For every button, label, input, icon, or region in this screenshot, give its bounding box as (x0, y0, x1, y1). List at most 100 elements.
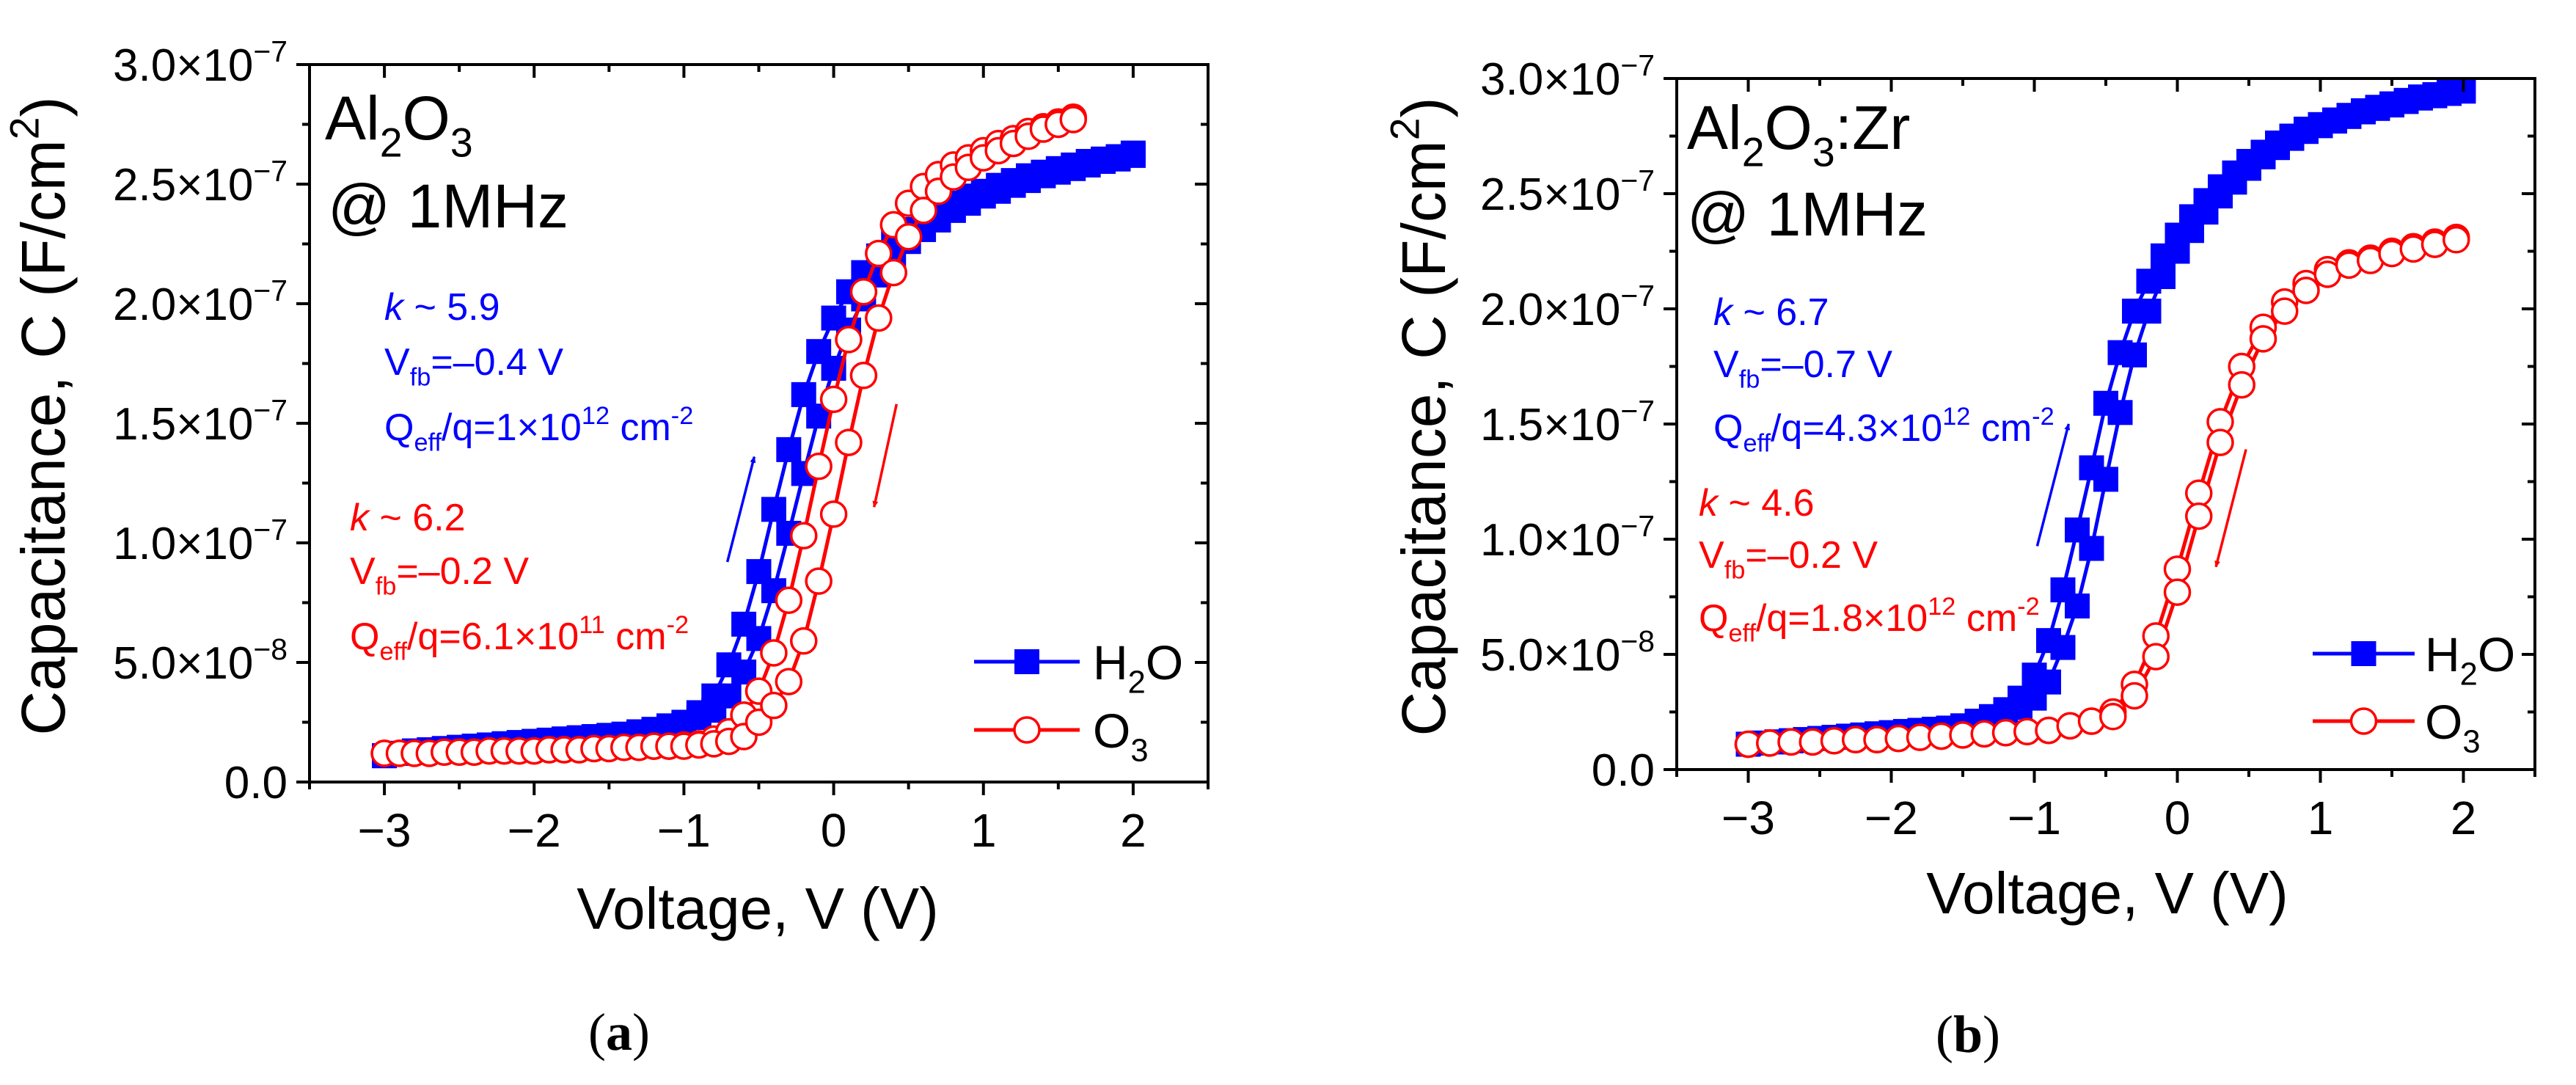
y-tick-label-part: 3.0×10 (113, 40, 253, 91)
data-point-o3 (894, 222, 923, 251)
y-tick-label-part: 5.0×10 (1480, 630, 1620, 681)
x-axis-title: Voltage, V (V) (1926, 861, 2288, 926)
annotation-text: Vfb=–0.4 V (384, 341, 563, 392)
data-point-o3 (865, 304, 893, 332)
panel-label-part: b (1953, 1005, 1983, 1064)
panel-label: (a) (588, 1003, 650, 1062)
annotation-text-part: fb (376, 573, 397, 601)
annotation-text-part: 3 (1812, 130, 1835, 175)
y-axis-title: Capacitance, C (F/cm2) (1383, 97, 1458, 736)
annotation-text-part: -2 (667, 611, 689, 639)
x-tick-label: 0 (821, 804, 847, 857)
legend-label: H2O (1093, 635, 1183, 700)
data-point-h2o (776, 436, 802, 462)
annotation-text-part: Q (1713, 407, 1743, 450)
data-point-h2o (2151, 264, 2176, 290)
sweep-up-arrow-icon (2035, 423, 2071, 547)
annotation-text-part: ~ 4.6 (1718, 482, 1815, 525)
data-point-o3 (2142, 643, 2170, 671)
y-tick-label-part: −7 (253, 154, 288, 188)
annotation-text-part: V (350, 550, 376, 593)
sweep-up-arrow-icon (725, 456, 756, 563)
y-tick-label-part: 2.0×10 (113, 280, 253, 330)
legend-label-part: O (2478, 627, 2515, 682)
series-o3 (1734, 223, 2470, 759)
y-tick-label-part: 5.0×10 (113, 638, 253, 689)
x-tick-label: 1 (2308, 792, 2334, 844)
annotation-text: Vfb=–0.7 V (1713, 343, 1892, 394)
panel-label-part: ) (1983, 1005, 2000, 1064)
annotation-text-part: k (350, 497, 371, 539)
data-point-o3 (2185, 502, 2213, 530)
y-tick-label-part: −7 (253, 393, 288, 427)
annotation-text-part: eff (379, 638, 407, 666)
y-tick-label: 5.0×10−8 (113, 632, 288, 689)
annotation-text-part: 12 (582, 402, 610, 430)
y-tick-label: 2.5×10−7 (1480, 164, 1655, 220)
y-tick-label-part: 1.5×10 (113, 399, 253, 450)
legend-label: H2O (2425, 627, 2515, 692)
y-tick-label: 1.5×10−7 (113, 393, 288, 450)
annotation-text-part: =–0.2 V (396, 550, 529, 593)
x-tick-label: 0 (2165, 792, 2191, 844)
data-point-o3 (2228, 370, 2255, 399)
data-point-o3 (910, 197, 937, 224)
annotation-text: k ~ 6.7 (1713, 291, 1829, 334)
y-tick-label-part: −8 (1620, 624, 1655, 658)
plot-area (1734, 78, 2476, 759)
annotation-text-part: eff (414, 429, 442, 457)
x-tick-label: −2 (508, 804, 561, 857)
annotation-text-part: eff (1728, 620, 1756, 648)
y-axis-title-part: 2 (1383, 117, 1428, 140)
annotation-text-part: k (1699, 482, 1720, 525)
chart-panel-a: −3 −2 −1 0 1 20.05.0×10−81.0×10−71.5×10−72.0×… (2, 34, 1210, 1062)
y-axis-title-part: 2 (2, 117, 48, 139)
y-tick-label: 2.0×10−7 (113, 274, 288, 330)
data-point-h2o (2050, 635, 2076, 660)
annotation-text-part: -2 (2017, 593, 2040, 621)
legend-square-marker-icon (1014, 649, 1039, 674)
y-tick-label-part: −7 (253, 34, 288, 68)
data-point-o3 (879, 258, 907, 287)
y-tick-label: 2.5×10−7 (113, 154, 288, 211)
legend-label-part: O (1093, 704, 1130, 758)
annotation-text-part: cm (610, 406, 671, 449)
legend-square-marker-icon (2351, 641, 2376, 666)
y-tick-label-part: −7 (1620, 279, 1655, 313)
annotation-text-part: O (1765, 93, 1812, 162)
data-point-o3 (805, 452, 833, 481)
y-tick-label-part: 1.5×10 (1480, 400, 1620, 450)
panel-label-part: ) (632, 1003, 650, 1062)
x-tick-label: −3 (1721, 792, 1775, 844)
data-point-o3 (2163, 555, 2192, 583)
annotation-text-part: 2 (1742, 130, 1765, 175)
plot-area (370, 103, 1146, 769)
annotation-text-part: O (403, 84, 450, 153)
annotation-text-part: 2 (380, 120, 403, 166)
annotation-text-part: cm (1955, 597, 2017, 640)
y-tick-label-part: 0.0 (224, 758, 288, 808)
annotation-text: Vfb=–0.2 V (350, 550, 529, 601)
annotation-text-part: fb (410, 364, 431, 392)
annotation-text-part: ~ 6.2 (369, 497, 466, 539)
data-point-o3 (1059, 106, 1087, 134)
y-tick-label-part: −7 (1620, 394, 1655, 428)
sweep-down-arrow-icon (2214, 449, 2247, 568)
data-point-o3 (835, 326, 863, 354)
data-point-h2o (1120, 142, 1146, 168)
legend-label-part: 2 (2460, 657, 2478, 692)
y-tick-label: 0.0 (1592, 745, 1655, 796)
annotation-text-part: cm (605, 615, 667, 658)
y-tick-label-part: −7 (253, 274, 288, 307)
y-tick-label-part: 1.0×10 (113, 519, 253, 569)
annotation-text-part: Q (384, 406, 414, 449)
series-o3 (370, 103, 1087, 767)
data-point-o3 (2443, 226, 2470, 254)
annotation-text-part: =–0.4 V (431, 341, 563, 384)
y-tick-label: 1.5×10−7 (1480, 394, 1655, 450)
annotation-text: Qeff/q=6.1×1011 cm-2 (350, 611, 689, 665)
data-point-h2o (2079, 536, 2104, 561)
legend-label-part: 3 (2462, 724, 2480, 759)
